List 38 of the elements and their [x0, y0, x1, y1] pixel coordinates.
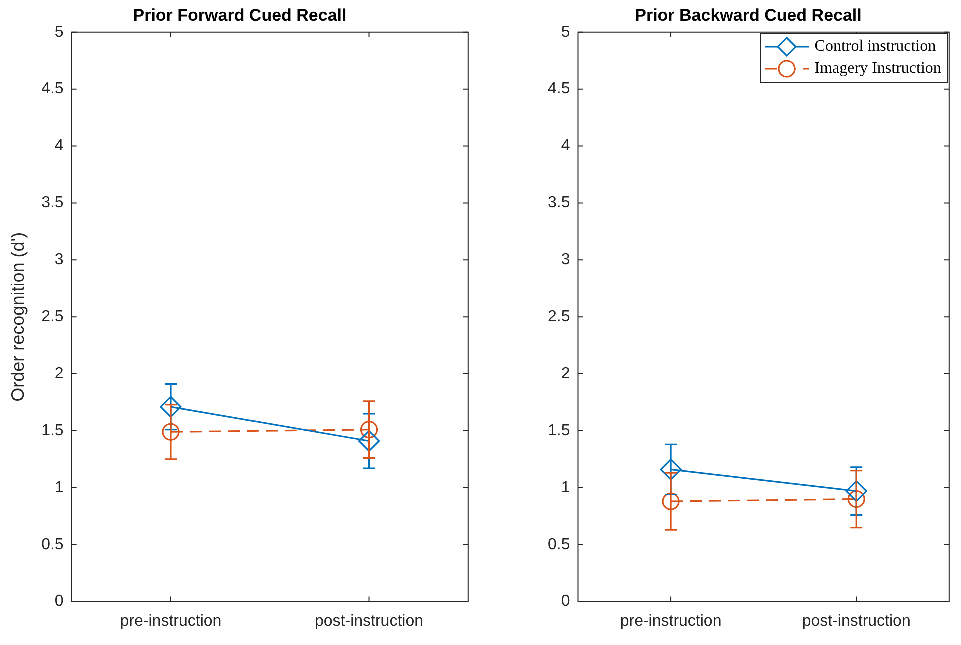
- point: [360, 421, 378, 439]
- legend-label: Control instruction: [814, 38, 936, 56]
- legend-label: Imagery Instruction: [814, 60, 942, 78]
- y-tick-label: 2.5: [42, 308, 64, 326]
- point: [358, 430, 380, 452]
- y-tick-label: 4: [561, 138, 570, 155]
- point: [846, 480, 868, 502]
- y-tick-label: 3.5: [548, 194, 570, 212]
- y-tick-label: 3: [561, 252, 570, 269]
- point: [162, 423, 180, 441]
- y-tick-label: 2: [54, 365, 64, 382]
- y-tick-label: 0.5: [42, 536, 64, 554]
- x-tick-label: post-instruction: [315, 612, 424, 630]
- y-axis-title: Order recognition (d'): [8, 232, 28, 402]
- y-tick-label: 4: [54, 138, 64, 155]
- y-tick-label: 3.5: [42, 194, 64, 212]
- y-tick-label: 4.5: [548, 80, 570, 98]
- point: [662, 492, 680, 510]
- y-tick-label: 2.5: [548, 308, 570, 326]
- y-tick-label: 0: [54, 593, 64, 610]
- point: [660, 458, 682, 480]
- chart-title: Prior Backward Cued Recall: [635, 6, 862, 25]
- point: [160, 396, 182, 418]
- x-tick-label: pre-instruction: [620, 612, 722, 630]
- chart-title: Prior Forward Cued Recall: [133, 6, 347, 25]
- y-tick-label: 0: [561, 593, 570, 610]
- y-tick-label: 4.5: [42, 80, 64, 98]
- y-tick-label: 1: [54, 479, 64, 496]
- y-tick-label: 5: [561, 24, 570, 41]
- y-tick-label: 2: [561, 365, 570, 382]
- y-tick-label: 5: [54, 24, 64, 41]
- y-tick-label: 1.5: [548, 422, 570, 440]
- y-tick-label: 3: [54, 252, 64, 269]
- y-tick-label: 1: [561, 479, 570, 496]
- y-tick-label: 0.5: [548, 536, 570, 554]
- x-tick-label: post-instruction: [802, 612, 911, 630]
- y-tick-label: 1.5: [42, 422, 64, 440]
- x-tick-label: pre-instruction: [120, 612, 222, 630]
